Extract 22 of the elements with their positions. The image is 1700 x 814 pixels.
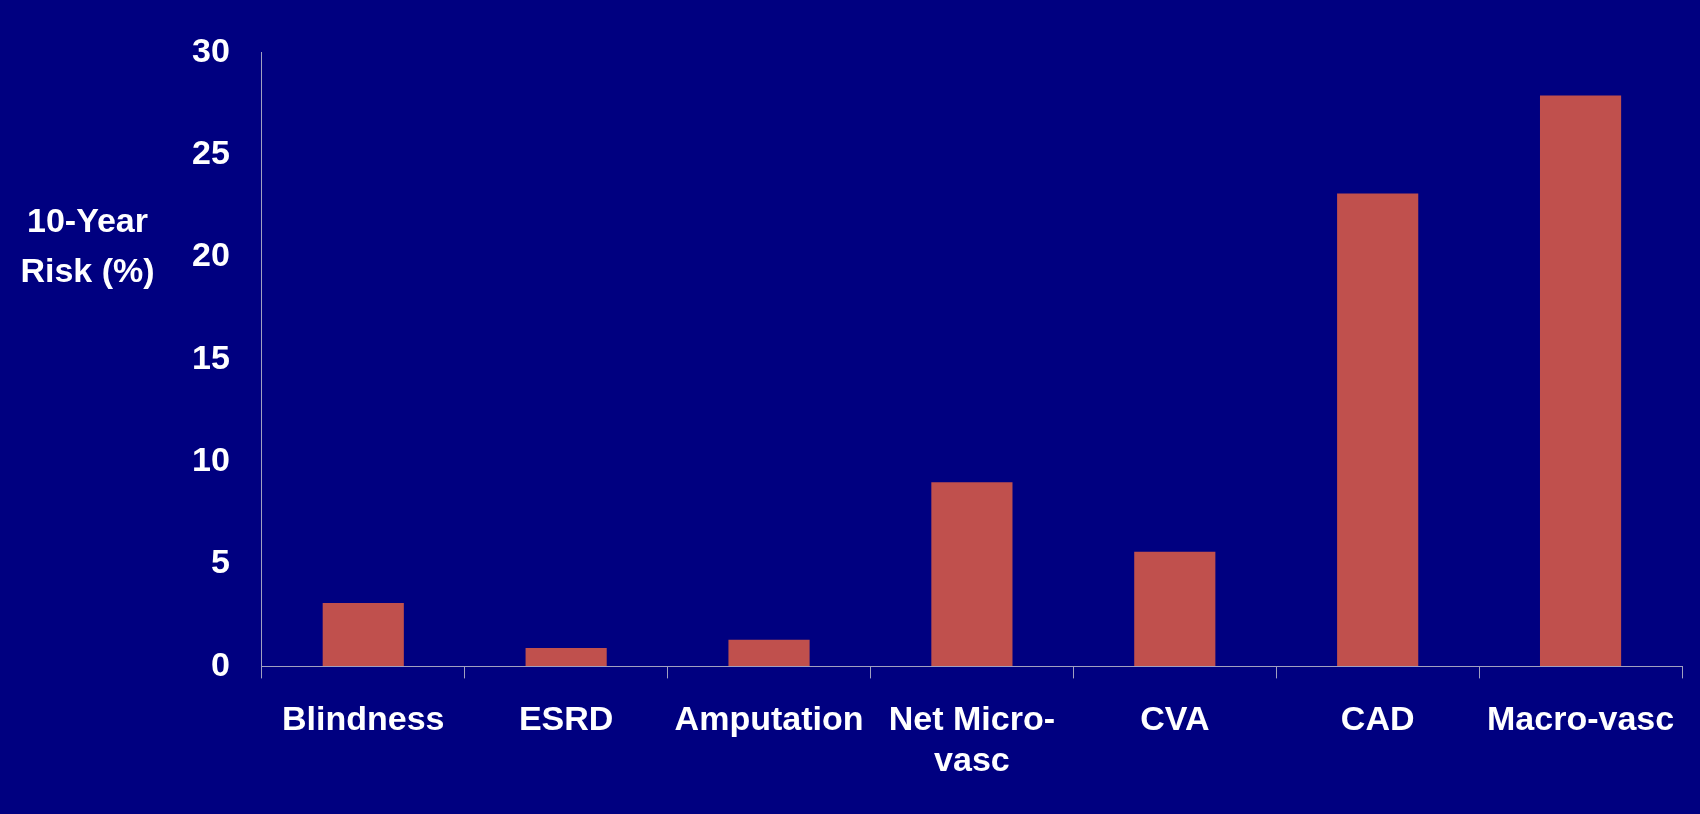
x-tick-label: Blindness <box>282 699 445 738</box>
bar <box>322 602 404 666</box>
bar <box>525 647 607 666</box>
x-tick-label: ESRD <box>518 699 614 738</box>
bar <box>1539 95 1622 666</box>
bar <box>931 482 1013 666</box>
x-tick-label: CVA <box>1140 699 1210 738</box>
bar <box>1134 551 1216 666</box>
y-tick-label: 25 <box>191 133 230 172</box>
y-tick-label: 20 <box>191 235 230 274</box>
y-tick-label: 10 <box>191 440 230 479</box>
x-tick-label: CAD <box>1340 699 1415 738</box>
y-tick-label: 15 <box>191 337 230 376</box>
y-tick-label: 0 <box>210 644 230 683</box>
y-tick-label: 5 <box>210 542 230 581</box>
x-tick-label: Amputation <box>674 699 864 738</box>
bar <box>1337 193 1419 666</box>
y-axis-title: 10-Year Risk (%) <box>19 200 156 291</box>
y-tick-label: 30 <box>191 30 230 69</box>
x-tick-label: Macro-vasc <box>1487 699 1675 738</box>
bar <box>728 639 810 666</box>
x-tick-label: Net Micro-vasc <box>888 699 1056 778</box>
